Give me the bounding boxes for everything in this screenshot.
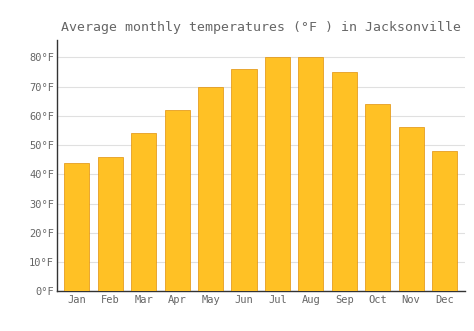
Bar <box>399 127 424 291</box>
Bar <box>265 57 290 291</box>
Bar <box>64 163 90 291</box>
Bar <box>198 86 223 291</box>
Bar <box>164 110 190 291</box>
Bar <box>231 69 256 291</box>
Bar <box>98 157 123 291</box>
Title: Average monthly temperatures (°F ) in Jacksonville: Average monthly temperatures (°F ) in Ja… <box>61 22 461 34</box>
Bar <box>131 133 156 291</box>
Bar <box>332 72 357 291</box>
Bar <box>365 104 390 291</box>
Bar <box>298 57 323 291</box>
Bar <box>432 151 457 291</box>
